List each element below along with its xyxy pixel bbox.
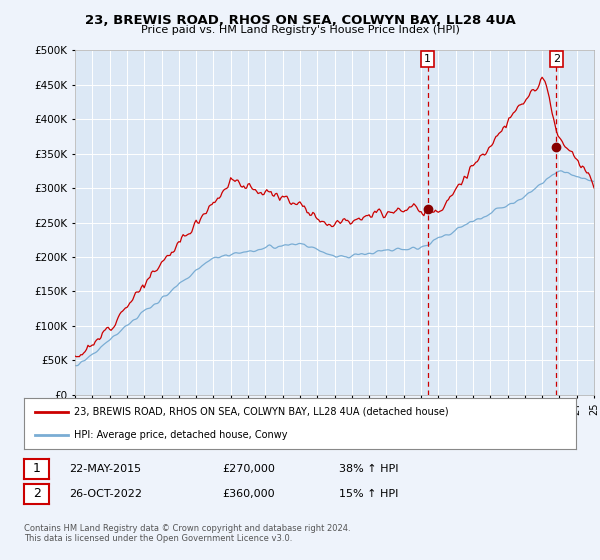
Text: 23, BREWIS ROAD, RHOS ON SEA, COLWYN BAY, LL28 4UA (detached house): 23, BREWIS ROAD, RHOS ON SEA, COLWYN BAY… [74, 407, 448, 417]
Text: 1: 1 [424, 54, 431, 64]
Text: £270,000: £270,000 [222, 464, 275, 474]
Text: Price paid vs. HM Land Registry's House Price Index (HPI): Price paid vs. HM Land Registry's House … [140, 25, 460, 35]
Text: £360,000: £360,000 [222, 489, 275, 499]
Text: 1: 1 [32, 462, 41, 475]
Text: 2: 2 [553, 54, 560, 64]
Text: 38% ↑ HPI: 38% ↑ HPI [339, 464, 398, 474]
Text: Contains HM Land Registry data © Crown copyright and database right 2024.
This d: Contains HM Land Registry data © Crown c… [24, 524, 350, 543]
Text: 26-OCT-2022: 26-OCT-2022 [69, 489, 142, 499]
Text: 15% ↑ HPI: 15% ↑ HPI [339, 489, 398, 499]
Text: 2: 2 [32, 487, 41, 501]
Text: 22-MAY-2015: 22-MAY-2015 [69, 464, 141, 474]
Text: HPI: Average price, detached house, Conwy: HPI: Average price, detached house, Conw… [74, 430, 287, 440]
Text: 23, BREWIS ROAD, RHOS ON SEA, COLWYN BAY, LL28 4UA: 23, BREWIS ROAD, RHOS ON SEA, COLWYN BAY… [85, 14, 515, 27]
